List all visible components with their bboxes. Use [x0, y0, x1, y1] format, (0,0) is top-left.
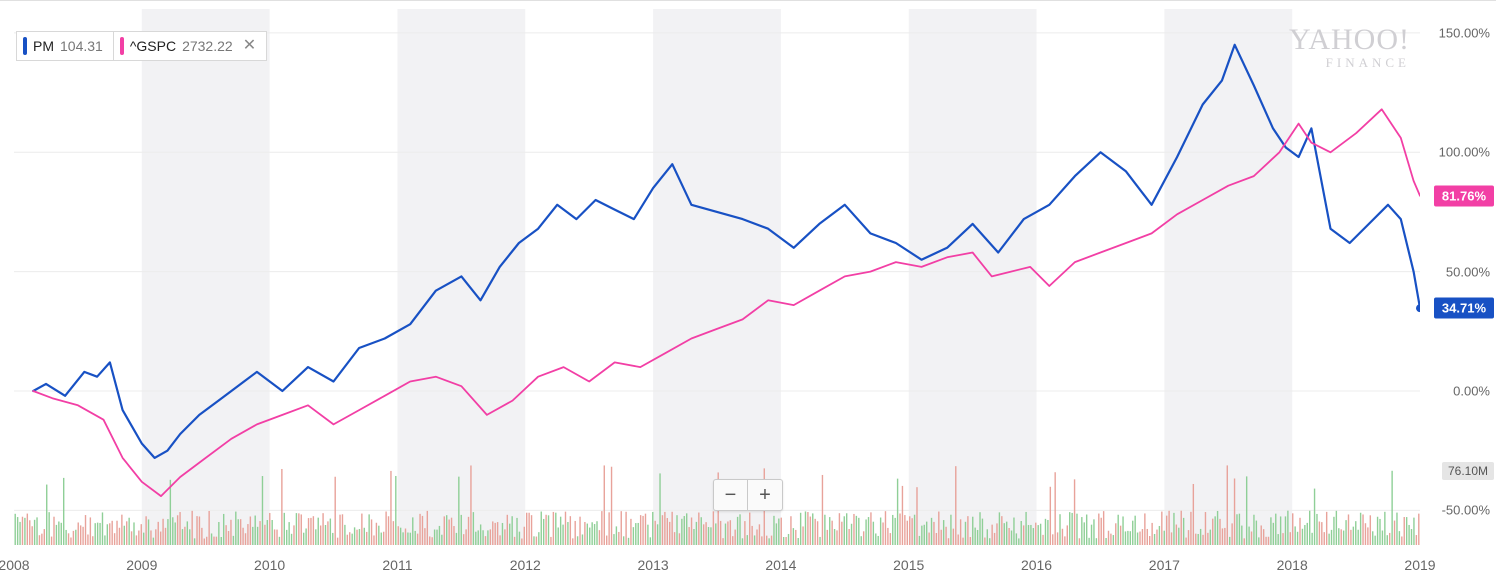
y-axis-label: 50.00%	[1446, 264, 1490, 279]
y-axis-label: -50.00%	[1442, 503, 1490, 518]
legend-swatch	[23, 37, 27, 55]
y-axis-label: 0.00%	[1453, 384, 1490, 399]
close-icon[interactable]: ✕	[243, 38, 256, 54]
x-axis-label: 2015	[893, 557, 924, 573]
x-axis-label: 2011	[382, 557, 412, 573]
series-end-badge: 81.76%	[1434, 185, 1494, 206]
x-axis-label: 2014	[765, 557, 796, 573]
y-axis-label: 150.00%	[1439, 25, 1490, 40]
zoom-out-button[interactable]: −	[714, 480, 748, 510]
legend-chip-gspc[interactable]: ^GSPC 2732.22 ✕	[113, 31, 267, 61]
x-axis-label: 2010	[254, 557, 285, 573]
legend-ticker: PM	[33, 38, 54, 54]
zoom-controls: − +	[713, 479, 783, 511]
y-axis: -50.00% 0.00% 50.00% 100.00% 150.00% 34.71% 81…	[1420, 9, 1496, 545]
x-axis-label: 2009	[126, 557, 157, 573]
price-chart[interactable]	[14, 9, 1420, 545]
volume-label: 76.10M	[1442, 462, 1494, 480]
x-axis-label: 2008	[0, 557, 30, 573]
x-axis-label: 2019	[1404, 557, 1435, 573]
chart-legend: PM 104.31 ^GSPC 2732.22 ✕	[16, 31, 267, 61]
x-axis-label: 2012	[510, 557, 541, 573]
zoom-in-button[interactable]: +	[748, 480, 782, 510]
x-axis: 2008200920102011201220132014201520162017…	[14, 551, 1420, 581]
x-axis-label: 2018	[1277, 557, 1308, 573]
legend-value: 2732.22	[182, 38, 233, 54]
chart-svg	[14, 9, 1420, 545]
y-axis-label: 100.00%	[1439, 145, 1490, 160]
series-end-badge: 34.71%	[1434, 298, 1494, 319]
x-axis-label: 2016	[1021, 557, 1052, 573]
x-axis-label: 2013	[638, 557, 669, 573]
x-axis-label: 2017	[1149, 557, 1180, 573]
legend-ticker: ^GSPC	[130, 38, 176, 54]
legend-swatch	[120, 37, 124, 55]
legend-chip-pm[interactable]: PM 104.31	[16, 31, 113, 61]
legend-value: 104.31	[60, 38, 103, 54]
